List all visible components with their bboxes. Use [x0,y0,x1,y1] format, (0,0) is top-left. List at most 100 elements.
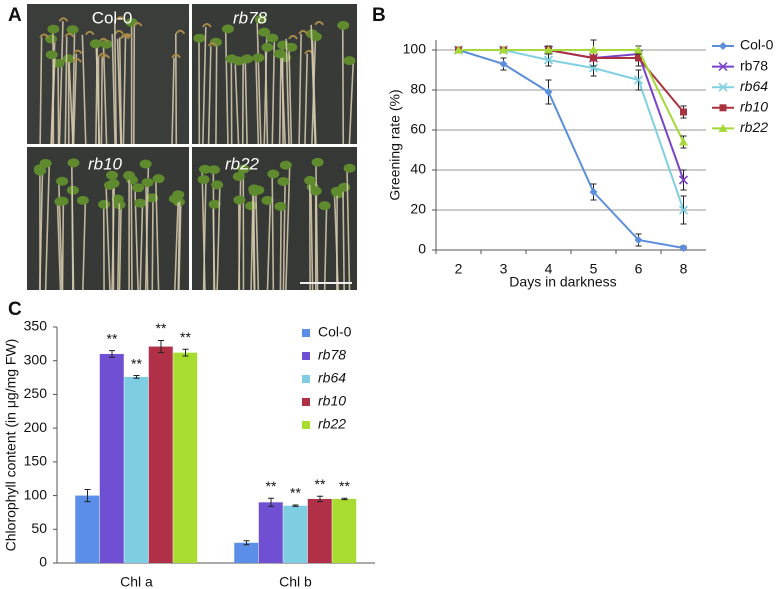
cotyledon [266,33,279,43]
point [499,60,508,68]
legend-label: rb22 [318,416,346,432]
cotyledon [343,56,356,66]
legend-label: rb64 [318,370,346,386]
bar [148,346,173,563]
hypocotyl [50,54,56,145]
hypocotyl [105,185,111,291]
hook [64,32,75,38]
hypocotyl [68,62,74,145]
hypocotyl [95,43,99,145]
point [454,45,463,54]
y-tick-label: 80 [410,81,426,97]
hypocotyl [39,37,43,145]
cotyledon [277,176,290,186]
point [543,55,554,65]
hypocotyl [56,201,62,291]
x-tick-label: 4 [545,261,553,277]
cotyledon [123,170,136,180]
hook [132,22,143,27]
point [634,236,643,244]
cotyledon [197,175,210,185]
hypocotyl [315,162,319,291]
hypocotyl [71,29,76,145]
seedlings [33,14,356,291]
bar [283,505,308,563]
hypocotyl [44,163,51,291]
y-tick-label: 60 [410,121,426,137]
hypocotyl [285,38,290,145]
significance: ** [131,355,142,371]
panel-label: C [8,299,22,320]
y-tick-label: 250 [24,385,48,401]
cotyledon [274,201,287,211]
hypocotyl [238,199,241,291]
hypocotyl [139,203,144,291]
cotyledon [245,201,258,211]
hypocotyl [212,204,216,291]
cotyledon [34,166,47,176]
hook [314,20,324,26]
hypocotyl [281,44,284,145]
significance: ** [107,330,118,346]
error-bar [268,497,274,507]
x-tick-label: Chl a [120,574,153,589]
cotyledon [309,32,322,42]
hook [202,22,212,28]
error-bar [317,495,323,503]
y-tick-label: 300 [24,351,48,367]
hypocotyl [304,53,309,145]
hypocotyl [341,25,345,145]
hypocotyl [342,187,345,291]
legend-label: rb78 [318,347,346,363]
hook [58,17,69,22]
cotyledon [232,171,245,181]
cotyledon [45,50,58,60]
photo-label: rb10 [88,154,123,173]
error-bar [84,489,91,503]
panel-label: B [372,5,386,26]
cotyledon [330,186,343,196]
hypocotyl [234,60,240,145]
photo-label: Col-0 [92,8,133,27]
significance: ** [156,320,167,336]
cotyledon [248,186,261,196]
hypocotyl [116,38,122,145]
y-tick-label: 100 [24,486,48,502]
line [458,49,684,249]
bar [234,542,259,563]
cotyledon [52,58,65,68]
cotyledon [211,180,224,190]
point [678,205,689,215]
cotyledon [258,27,271,37]
x-tick-label: 6 [635,261,643,277]
hypocotyl [348,60,355,145]
hypocotyl [102,44,108,145]
hypocotyl [282,181,286,291]
cotyledon [267,169,280,179]
cotyledon [39,158,52,168]
cotyledon [66,25,79,35]
hypocotyl [310,186,314,291]
legend-label: rb10 [318,393,346,409]
cotyledon [89,39,102,49]
hypocotyl [298,33,302,145]
hypocotyl [288,47,293,145]
hook [100,54,111,59]
cotyledon [261,42,274,52]
x-tick-label: 3 [500,261,508,277]
cotyledon [233,195,246,205]
significance: ** [339,478,350,494]
error-bar [158,339,164,354]
hypocotyl [224,28,229,145]
hypocotyl [285,165,291,291]
bar [307,498,332,563]
cotyledon [76,195,89,205]
cotyledon [252,53,265,63]
cotyledon [98,199,111,209]
hook [72,49,83,55]
point [589,188,598,196]
hook [175,29,186,35]
hypocotyl [346,168,351,291]
point [633,75,644,85]
